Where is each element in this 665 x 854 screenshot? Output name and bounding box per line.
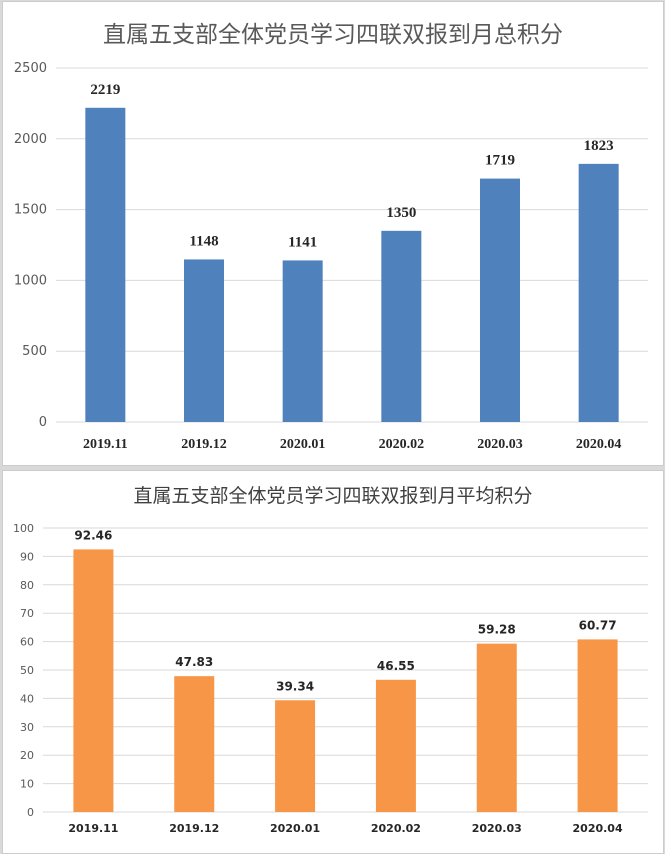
- bar-2020.04: [577, 639, 618, 812]
- x-tick-label: 2020.01: [270, 822, 320, 835]
- y-tick-label: 0: [39, 415, 47, 430]
- y-tick-label: 0: [27, 806, 34, 819]
- bar-2020.01: [275, 700, 316, 812]
- data-label: 1141: [288, 234, 317, 250]
- bar-2019.12: [184, 259, 224, 422]
- data-label: 47.83: [175, 655, 213, 669]
- y-tick-label: 50: [20, 664, 34, 677]
- y-tick-label: 100: [13, 522, 34, 535]
- y-tick-label: 30: [20, 721, 34, 734]
- bar-2019.12: [174, 676, 215, 812]
- y-tick-label: 40: [20, 692, 34, 705]
- x-tick-label: 2019.11: [68, 822, 118, 835]
- y-tick-label: 70: [20, 607, 34, 620]
- data-label: 1148: [189, 233, 218, 249]
- y-tick-label: 500: [22, 344, 47, 359]
- y-tick-label: 1500: [14, 203, 47, 218]
- average-score-chart-svg: 直属五支部全体党员学习四联双报到月平均积分 0 10 20 30 40 50 60 70 80 90…: [13, 485, 648, 835]
- total-score-chart-svg: 直属五支部全体党员学习四联双报到月总积分 0 500 1000 1500 2000 2500…: [14, 22, 648, 452]
- data-label: 2219: [90, 82, 120, 98]
- y-tick-label: 60: [20, 636, 34, 649]
- x-tick-label: 2019.12: [169, 822, 219, 835]
- x-tick-label: 2020.01: [280, 437, 326, 452]
- data-label: 60.77: [579, 618, 617, 632]
- y-tick-label: 1000: [14, 273, 47, 288]
- y-tick-label: 20: [20, 749, 34, 762]
- bar-2019.11: [73, 549, 114, 812]
- y-tick-label: 90: [20, 550, 34, 563]
- bar-2020.02: [375, 679, 416, 812]
- y-tick-label: 80: [20, 579, 34, 592]
- bar-2020.01: [282, 260, 323, 422]
- average-score-chart: 直属五支部全体党员学习四联双报到月平均积分 0 10 20 30 40 50 60 70 80 90…: [2, 470, 664, 854]
- chart-title: 直属五支部全体党员学习四联双报到月平均积分: [133, 485, 532, 507]
- y-tick-label: 2000: [14, 132, 47, 147]
- total-score-chart: 直属五支部全体党员学习四联双报到月总积分 0 500 1000 1500 2000 2500…: [2, 1, 664, 466]
- data-label: 39.34: [276, 679, 314, 693]
- bar-2019.11: [85, 107, 126, 422]
- x-tick-label: 2020.03: [472, 822, 522, 835]
- chart-title: 直属五支部全体党员学习四联双报到月总积分: [103, 22, 563, 48]
- bar-2020.03: [480, 178, 520, 422]
- y-tick-label: 10: [20, 778, 34, 791]
- data-label: 1719: [485, 153, 515, 169]
- x-tick-label: 2019.12: [181, 437, 227, 452]
- x-tick-label: 2020.02: [379, 437, 425, 452]
- data-label: 1823: [584, 138, 614, 154]
- data-label: 46.55: [377, 659, 415, 673]
- x-tick-label: 2020.02: [371, 822, 421, 835]
- data-label: 92.46: [74, 528, 112, 542]
- bar-2020.04: [578, 163, 619, 422]
- x-tick-label: 2019.11: [83, 437, 128, 452]
- data-label: 1350: [386, 205, 416, 221]
- data-label: 59.28: [478, 623, 516, 637]
- x-tick-label: 2020.04: [576, 437, 622, 452]
- bar-2020.02: [381, 230, 422, 422]
- y-tick-label: 2500: [14, 61, 47, 76]
- x-tick-label: 2020.03: [477, 437, 523, 452]
- bar-2020.03: [476, 643, 517, 812]
- x-tick-label: 2020.04: [573, 822, 623, 835]
